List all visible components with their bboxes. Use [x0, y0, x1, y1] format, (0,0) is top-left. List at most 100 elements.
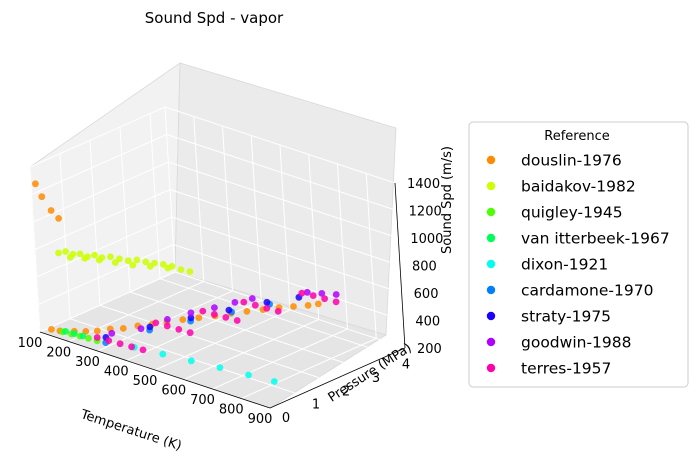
data-point: [240, 298, 248, 306]
x-axis-line: [39, 331, 271, 409]
data-point: [66, 253, 74, 261]
data-point: [274, 308, 282, 315]
chart-title: Sound Spd - vapor: [145, 9, 284, 27]
legend-label: van itterbeek-1967: [521, 230, 670, 248]
data-point: [321, 295, 328, 303]
z-grid-line: [171, 216, 402, 294]
data-point: [93, 327, 101, 335]
data-point: [111, 259, 119, 266]
data-point: [231, 299, 239, 306]
data-point: [47, 207, 55, 214]
data-point: [146, 323, 154, 331]
x-grid-line: [212, 328, 348, 390]
data-point: [38, 193, 46, 201]
z-grid-line: [31, 134, 167, 195]
legend-marker: [486, 337, 496, 347]
legend-marker: [486, 311, 496, 321]
x-tick-label: 900: [248, 412, 273, 427]
x-grid-line: [154, 309, 291, 371]
x-grid-line: [68, 281, 204, 342]
x-tick-label: 600: [161, 384, 186, 399]
axis-lines: [39, 182, 406, 409]
data-point: [211, 304, 218, 311]
data-point: [187, 314, 195, 322]
data-point: [55, 249, 62, 257]
y-axis-line: [269, 347, 406, 409]
data-point: [270, 378, 278, 385]
y-grid-line: [129, 291, 361, 369]
x-tick-label: 400: [104, 365, 129, 380]
data-point: [195, 314, 203, 322]
legend-marker: [486, 207, 496, 217]
legend-items: douslin-1976 baidakov-1982 quigley-1945 van…: [486, 152, 670, 378]
data-point: [124, 257, 132, 265]
data-point: [318, 290, 326, 297]
data-point: [129, 261, 137, 269]
data-point: [263, 298, 271, 306]
data-point: [81, 255, 89, 262]
data-points: [32, 180, 340, 385]
data-point: [187, 309, 195, 317]
y-tick-label: 0: [282, 411, 290, 426]
legend-box: [468, 121, 689, 388]
data-point: [163, 322, 171, 330]
legend-label: cardamone-1970: [521, 282, 653, 300]
data-point: [152, 319, 160, 327]
legend-marker: [486, 233, 496, 243]
data-point: [116, 340, 124, 348]
x-tick-label: 700: [190, 393, 215, 408]
data-point: [164, 264, 172, 272]
data-point: [119, 325, 127, 332]
z-grid-line: [166, 134, 397, 211]
data-point: [186, 329, 194, 337]
data-point: [225, 306, 233, 314]
z-grid-line: [164, 106, 396, 184]
legend-marker: [486, 181, 496, 191]
z-grid-line: [36, 216, 172, 278]
data-point: [128, 343, 136, 351]
data-point: [332, 291, 340, 298]
data-point: [85, 334, 92, 342]
legend-label: straty-1975: [521, 308, 611, 326]
legend-label: goodwin-1988: [521, 334, 632, 352]
data-point: [309, 292, 317, 299]
legend-marker: [486, 363, 496, 373]
data-point: [146, 262, 154, 270]
data-point: [95, 256, 103, 264]
y-tick-label: 2: [342, 384, 350, 399]
data-point: [314, 300, 322, 308]
data-point: [243, 308, 251, 315]
data-point: [70, 330, 78, 337]
x-tick-label: 800: [219, 403, 244, 418]
y-grid-line: [159, 278, 391, 356]
z-tick-label: 800: [412, 260, 437, 275]
z-grid-line: [39, 271, 176, 333]
legend-marker: [486, 155, 496, 165]
data-point: [248, 295, 256, 302]
z-tick-label: 600: [414, 287, 439, 302]
data-point: [137, 325, 145, 333]
data-point: [175, 326, 183, 333]
data-point: [222, 314, 230, 321]
x-grid-line: [241, 338, 377, 399]
data-point: [139, 346, 147, 354]
data-point: [159, 350, 167, 358]
x-tick-label: 300: [75, 355, 100, 370]
x-tick-label: 100: [18, 336, 43, 351]
data-point: [199, 307, 207, 315]
data-point: [251, 301, 259, 309]
legend-label: baidakov-1982: [521, 178, 636, 196]
data-point: [76, 250, 84, 258]
z-tick-label: 400: [415, 315, 440, 330]
data-point: [32, 180, 39, 188]
data-point: [62, 248, 69, 255]
y-tick-label: 1: [312, 398, 320, 413]
z-grid-line: [169, 189, 401, 266]
data-point: [216, 364, 224, 371]
data-point: [179, 316, 187, 323]
data-point: [332, 298, 340, 306]
data-point: [62, 328, 69, 335]
data-point: [187, 357, 195, 365]
